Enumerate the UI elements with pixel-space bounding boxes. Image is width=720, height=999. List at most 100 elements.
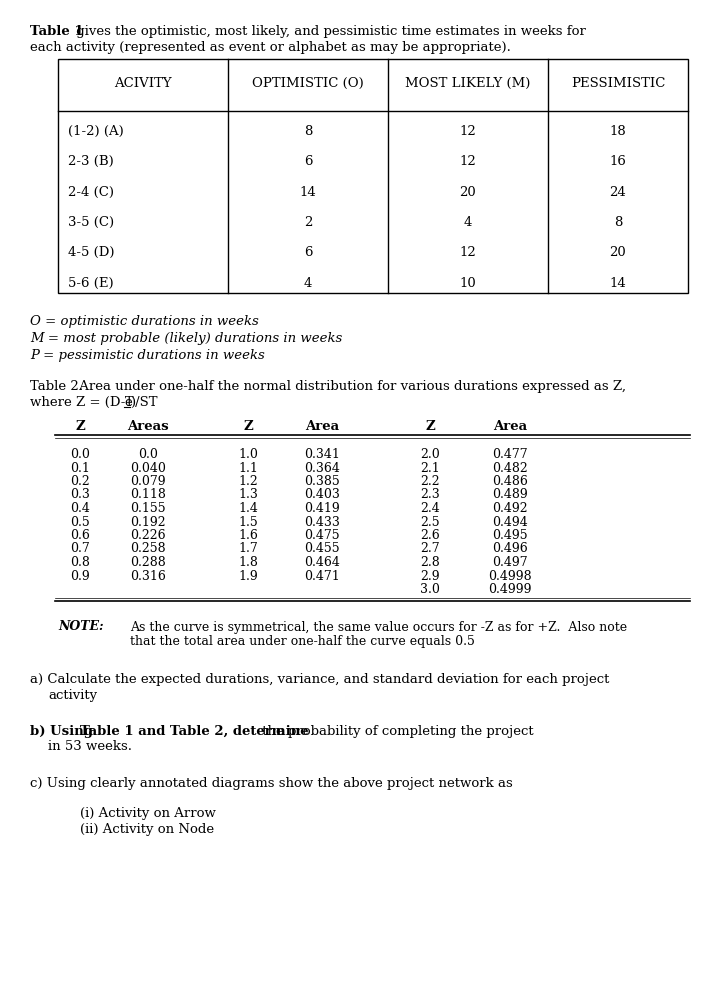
Text: the probability of completing the project: the probability of completing the projec… [258, 724, 534, 737]
Text: c) Using clearly annotated diagrams show the above project network as: c) Using clearly annotated diagrams show… [30, 776, 513, 789]
Text: 2: 2 [304, 216, 312, 229]
Text: 0.3: 0.3 [70, 489, 90, 501]
Text: 0.482: 0.482 [492, 462, 528, 475]
Text: 0.403: 0.403 [304, 489, 340, 501]
Text: PESSIMISTIC: PESSIMISTIC [571, 77, 665, 90]
Text: 0.192: 0.192 [130, 515, 166, 528]
Text: 0.475: 0.475 [304, 529, 340, 542]
Text: 0.1: 0.1 [70, 462, 90, 475]
Text: 0.492: 0.492 [492, 502, 528, 515]
Text: 1.7: 1.7 [238, 542, 258, 555]
Text: 0.4998: 0.4998 [488, 569, 532, 582]
Text: 0.0: 0.0 [138, 448, 158, 461]
Text: 2-3 (B): 2-3 (B) [68, 155, 114, 169]
Text: (1-2) (A): (1-2) (A) [68, 125, 124, 138]
Text: 1.9: 1.9 [238, 569, 258, 582]
Text: 0.226: 0.226 [130, 529, 166, 542]
Text: 18: 18 [610, 125, 626, 138]
Text: 6: 6 [304, 155, 312, 169]
Text: 0.118: 0.118 [130, 489, 166, 501]
Text: 1.4: 1.4 [238, 502, 258, 515]
Text: 2.5: 2.5 [420, 515, 440, 528]
Text: 0.464: 0.464 [304, 556, 340, 569]
Text: 0.155: 0.155 [130, 502, 166, 515]
Text: 2.2: 2.2 [420, 475, 440, 488]
Text: 4: 4 [304, 277, 312, 290]
Text: 0.9: 0.9 [70, 569, 90, 582]
Text: 0.477: 0.477 [492, 448, 528, 461]
Text: 0.433: 0.433 [304, 515, 340, 528]
Text: 0.288: 0.288 [130, 556, 166, 569]
Text: 0.0: 0.0 [70, 448, 90, 461]
Text: each activity (represented as event or alphabet as may be appropriate).: each activity (represented as event or a… [30, 41, 511, 54]
Text: 2.0: 2.0 [420, 448, 440, 461]
Text: e: e [124, 396, 132, 409]
Text: 2.4: 2.4 [420, 502, 440, 515]
Text: 0.8: 0.8 [70, 556, 90, 569]
Text: 0.2: 0.2 [70, 475, 90, 488]
Text: 0.079: 0.079 [130, 475, 166, 488]
Text: 0.495: 0.495 [492, 529, 528, 542]
Text: 0.497: 0.497 [492, 556, 528, 569]
Text: 8: 8 [304, 125, 312, 138]
Text: 0.341: 0.341 [304, 448, 340, 461]
Text: in 53 weeks.: in 53 weeks. [48, 740, 132, 753]
Text: 2.6: 2.6 [420, 529, 440, 542]
Text: 8: 8 [614, 216, 622, 229]
Text: activity: activity [48, 688, 97, 701]
Text: 0.4999: 0.4999 [488, 583, 532, 596]
Text: 6: 6 [304, 247, 312, 260]
Text: Table 1 and Table 2, determine: Table 1 and Table 2, determine [80, 724, 309, 737]
Text: 20: 20 [459, 186, 477, 199]
Text: 10: 10 [459, 277, 477, 290]
Text: 0.364: 0.364 [304, 462, 340, 475]
Text: Areas: Areas [127, 420, 168, 433]
Text: Table 2.: Table 2. [30, 380, 83, 393]
Text: Area: Area [305, 420, 339, 433]
Text: 4-5 (D): 4-5 (D) [68, 247, 114, 260]
Text: 0.5: 0.5 [70, 515, 90, 528]
Text: that the total area under one-half the curve equals 0.5: that the total area under one-half the c… [130, 634, 475, 647]
Text: a) Calculate the expected durations, variance, and standard deviation for each p: a) Calculate the expected durations, var… [30, 672, 609, 685]
Text: OPTIMISTIC (O): OPTIMISTIC (O) [252, 77, 364, 90]
Text: 2.7: 2.7 [420, 542, 440, 555]
Text: 2.3: 2.3 [420, 489, 440, 501]
Text: M = most probable (likely) durations in weeks: M = most probable (likely) durations in … [30, 332, 342, 345]
Text: (i) Activity on Arrow: (i) Activity on Arrow [80, 806, 216, 819]
Text: 0.258: 0.258 [130, 542, 166, 555]
Text: Table 1: Table 1 [30, 25, 84, 38]
Text: As the curve is symmetrical, the same value occurs for -Z as for +Z.  Also note: As the curve is symmetrical, the same va… [130, 620, 627, 633]
Text: O = optimistic durations in weeks: O = optimistic durations in weeks [30, 315, 258, 328]
Text: 0.489: 0.489 [492, 489, 528, 501]
Text: )/ST: )/ST [130, 396, 158, 409]
Text: 0.7: 0.7 [70, 542, 90, 555]
Text: 2.9: 2.9 [420, 569, 440, 582]
Text: 14: 14 [610, 277, 626, 290]
Text: 0.496: 0.496 [492, 542, 528, 555]
Text: 2.8: 2.8 [420, 556, 440, 569]
Text: 0.6: 0.6 [70, 529, 90, 542]
Text: 1.5: 1.5 [238, 515, 258, 528]
Text: 1.6: 1.6 [238, 529, 258, 542]
Text: 3-5 (C): 3-5 (C) [68, 216, 114, 229]
Text: 5-6 (E): 5-6 (E) [68, 277, 114, 290]
Text: P = pessimistic durations in weeks: P = pessimistic durations in weeks [30, 349, 265, 362]
Text: b) Using: b) Using [30, 724, 97, 737]
Text: 2.1: 2.1 [420, 462, 440, 475]
Text: Area: Area [493, 420, 527, 433]
Text: Z: Z [75, 420, 85, 433]
Text: 0.419: 0.419 [304, 502, 340, 515]
Text: 0.455: 0.455 [304, 542, 340, 555]
Text: ACIVITY: ACIVITY [114, 77, 172, 90]
Text: 1.8: 1.8 [238, 556, 258, 569]
Text: 12: 12 [459, 155, 477, 169]
Text: 0.494: 0.494 [492, 515, 528, 528]
Bar [58, 59, 688, 293]
Text: 12: 12 [459, 247, 477, 260]
Text: 4: 4 [464, 216, 472, 229]
Text: 24: 24 [610, 186, 626, 199]
Text: 0.316: 0.316 [130, 569, 166, 582]
Text: Z: Z [243, 420, 253, 433]
Text: 2-4 (C): 2-4 (C) [68, 186, 114, 199]
Text: NOTE:: NOTE: [58, 620, 104, 633]
